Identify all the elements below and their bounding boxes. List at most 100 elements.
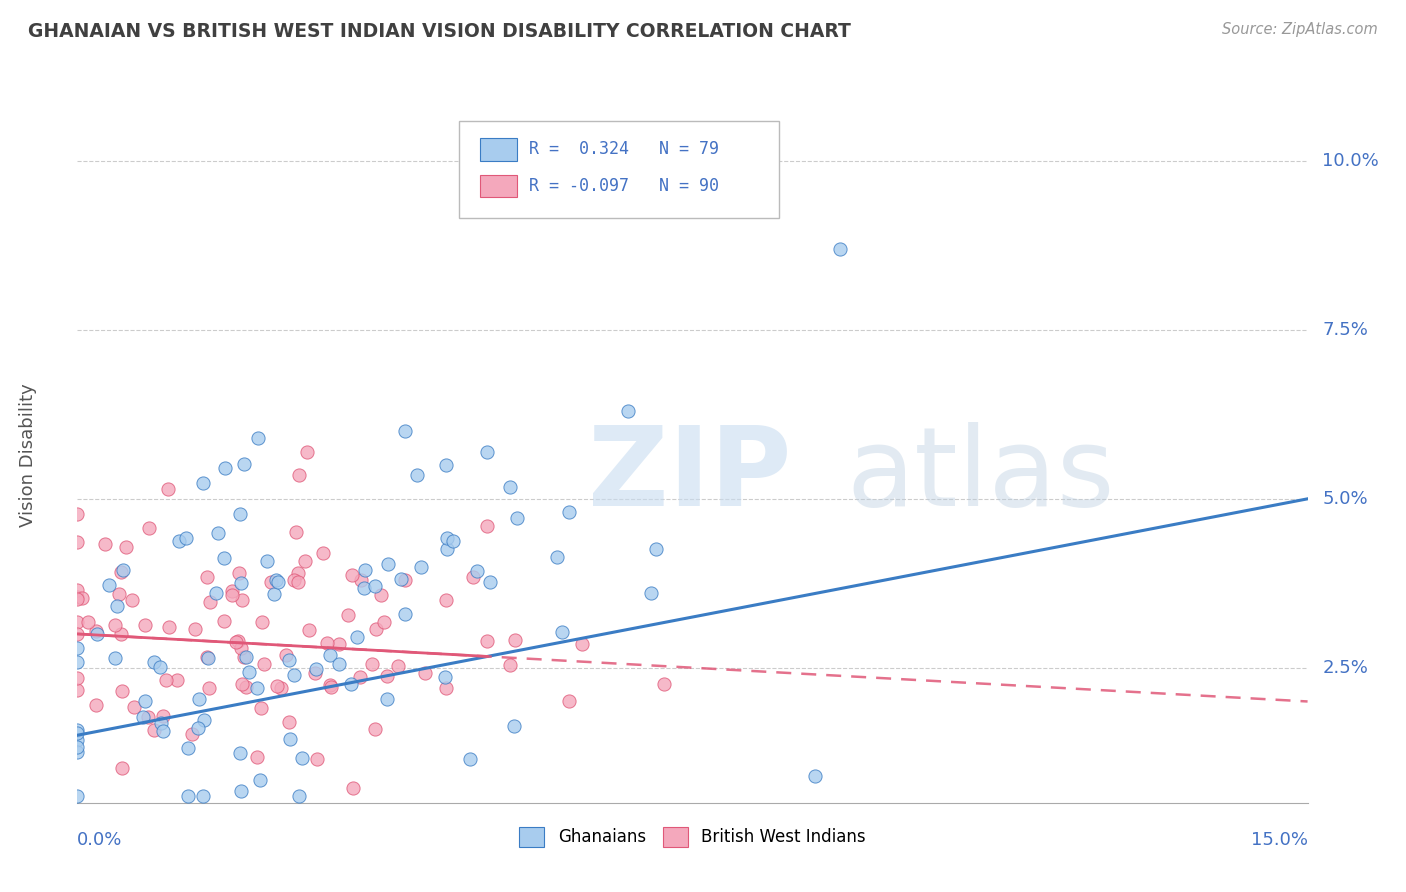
- Point: [291, 751, 314, 765]
- Point: [238, 665, 260, 680]
- Point: [250, 701, 273, 715]
- Point: [571, 637, 593, 651]
- Point: [138, 521, 160, 535]
- Point: [214, 614, 236, 628]
- Point: [233, 649, 256, 664]
- Point: [274, 648, 297, 663]
- FancyBboxPatch shape: [479, 175, 516, 197]
- Text: R = -0.097   N = 90: R = -0.097 N = 90: [529, 177, 718, 194]
- Point: [84, 698, 107, 713]
- Point: [181, 727, 204, 741]
- Point: [104, 618, 127, 632]
- Point: [166, 673, 188, 687]
- Point: [221, 588, 243, 602]
- Point: [294, 554, 316, 568]
- Point: [256, 554, 278, 568]
- Point: [155, 673, 177, 687]
- Point: [66, 671, 89, 685]
- Point: [652, 677, 675, 691]
- Point: [278, 714, 301, 729]
- Point: [503, 633, 526, 648]
- Point: [441, 533, 464, 548]
- Point: [364, 723, 387, 737]
- Text: Source: ZipAtlas.com: Source: ZipAtlas.com: [1222, 22, 1378, 37]
- Point: [205, 585, 228, 599]
- Point: [389, 572, 412, 586]
- Point: [340, 567, 363, 582]
- Text: 2.5%: 2.5%: [1323, 658, 1368, 677]
- Point: [436, 531, 458, 545]
- Point: [231, 784, 253, 798]
- Point: [183, 623, 205, 637]
- Point: [66, 582, 89, 597]
- Point: [152, 724, 174, 739]
- Point: [105, 599, 128, 613]
- Point: [287, 566, 309, 581]
- Point: [111, 761, 134, 775]
- Point: [136, 710, 159, 724]
- Point: [436, 458, 458, 472]
- FancyBboxPatch shape: [458, 121, 779, 219]
- Point: [200, 595, 222, 609]
- Point: [328, 657, 350, 671]
- Text: 7.5%: 7.5%: [1323, 321, 1368, 339]
- Point: [66, 682, 89, 697]
- Point: [312, 546, 335, 560]
- Point: [110, 627, 132, 641]
- Text: 5.0%: 5.0%: [1323, 490, 1368, 508]
- Point: [394, 607, 416, 621]
- Point: [304, 665, 326, 680]
- Point: [804, 769, 827, 783]
- Point: [503, 719, 526, 733]
- Point: [287, 789, 309, 803]
- Point: [226, 634, 249, 648]
- Point: [212, 551, 235, 566]
- Point: [246, 681, 269, 695]
- Point: [191, 789, 214, 803]
- Point: [436, 681, 458, 695]
- Point: [66, 535, 89, 549]
- Point: [228, 566, 250, 580]
- Point: [143, 723, 166, 737]
- Point: [640, 586, 662, 600]
- Text: atlas: atlas: [846, 422, 1115, 529]
- Point: [307, 752, 329, 766]
- Point: [319, 678, 342, 692]
- Point: [122, 700, 145, 714]
- Point: [319, 680, 342, 694]
- Point: [461, 570, 484, 584]
- Point: [617, 404, 640, 418]
- Point: [197, 650, 219, 665]
- Point: [346, 630, 368, 644]
- Point: [287, 574, 309, 589]
- Legend: Ghanaians, British West Indians: Ghanaians, British West Indians: [513, 820, 872, 854]
- Point: [121, 593, 143, 607]
- Point: [328, 637, 350, 651]
- Point: [305, 661, 328, 675]
- Point: [499, 658, 522, 673]
- Point: [187, 692, 209, 706]
- Point: [77, 615, 100, 629]
- Point: [149, 716, 172, 731]
- Text: ZIP: ZIP: [588, 422, 792, 529]
- Point: [198, 681, 221, 695]
- Point: [177, 741, 200, 756]
- Point: [84, 624, 107, 639]
- Point: [66, 591, 89, 606]
- Point: [235, 650, 257, 665]
- Point: [267, 574, 290, 589]
- Point: [477, 444, 499, 458]
- Point: [66, 740, 89, 755]
- Point: [229, 508, 252, 522]
- Point: [283, 668, 305, 682]
- Point: [195, 570, 218, 584]
- Point: [264, 573, 287, 587]
- Point: [193, 476, 215, 491]
- Point: [66, 745, 89, 759]
- Point: [373, 615, 395, 630]
- Point: [315, 636, 337, 650]
- Point: [193, 713, 215, 727]
- Point: [231, 676, 253, 690]
- Point: [506, 510, 529, 524]
- Point: [350, 573, 373, 587]
